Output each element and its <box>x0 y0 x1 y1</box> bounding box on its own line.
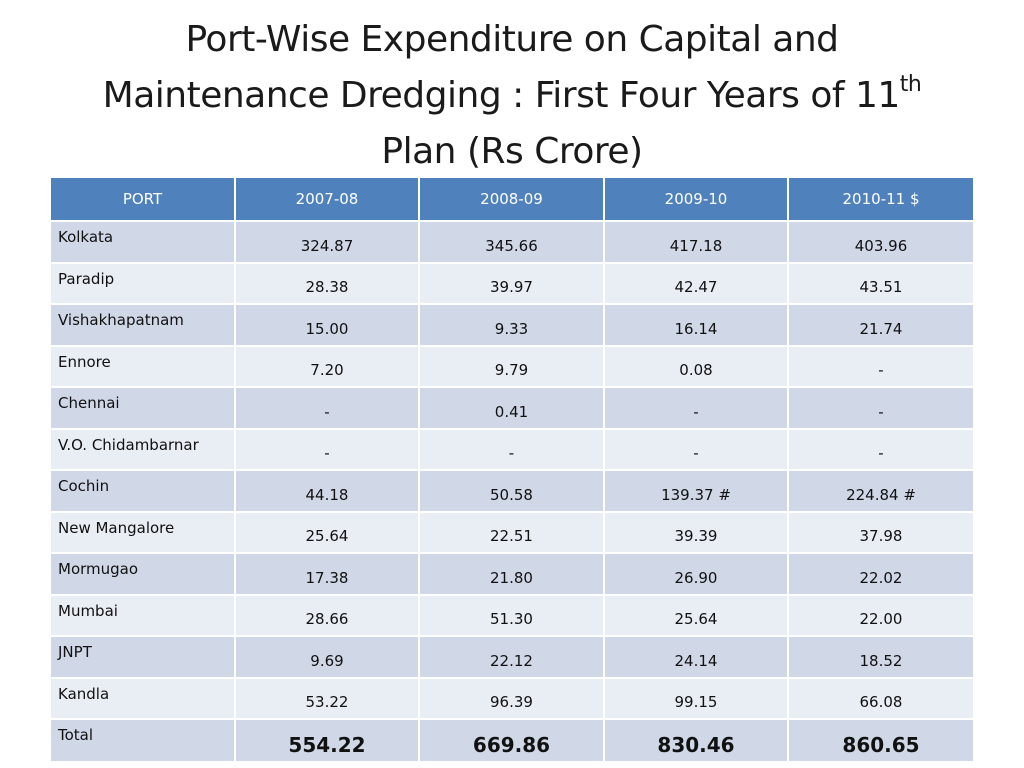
table-header-row: PORT 2007-08 2008-09 2009-10 2010-11 $ <box>51 178 973 221</box>
total-value: 554.22 <box>235 718 420 761</box>
value-cell: 96.39 <box>419 676 605 719</box>
value-cell: 50.58 <box>419 469 605 512</box>
port-name: Mormugao <box>51 552 236 595</box>
header-port: PORT <box>51 178 236 221</box>
header-2008-09: 2008-09 <box>419 178 605 221</box>
table-row: Mormugao 17.38 21.80 26.90 22.02 <box>51 552 973 595</box>
port-name: Mumbai <box>51 593 236 636</box>
value-cell: 0.08 <box>604 344 789 387</box>
value-cell: 7.20 <box>235 344 420 387</box>
value-cell: - <box>419 427 605 470</box>
value-cell: - <box>604 427 789 470</box>
value-cell: 18.52 <box>788 635 973 678</box>
value-cell: 9.79 <box>419 344 605 387</box>
slide-title: Port-Wise Expenditure on Capital and Mai… <box>40 12 984 180</box>
table-row: New Mangalore 25.64 22.51 39.39 37.98 <box>51 510 973 553</box>
value-cell: 21.74 <box>788 303 973 346</box>
total-value: 669.86 <box>419 718 605 761</box>
value-cell: 99.15 <box>604 676 789 719</box>
table-row: Mumbai 28.66 51.30 25.64 22.00 <box>51 593 973 636</box>
port-name: New Mangalore <box>51 510 236 553</box>
value-cell: 51.30 <box>419 593 605 636</box>
expenditure-table: PORT 2007-08 2008-09 2009-10 2010-11 $ K… <box>51 178 973 761</box>
value-cell: 403.96 <box>788 220 973 263</box>
total-value: 830.46 <box>604 718 789 761</box>
value-cell: - <box>788 344 973 387</box>
value-cell: 44.18 <box>235 469 420 512</box>
port-name: Cochin <box>51 469 236 512</box>
value-cell: 324.87 <box>235 220 420 263</box>
port-name: Ennore <box>51 344 236 387</box>
value-cell: 39.97 <box>419 261 605 304</box>
value-cell: 26.90 <box>604 552 789 595</box>
table-row: Chennai - 0.41 - - <box>51 386 973 429</box>
value-cell: 66.08 <box>788 676 973 719</box>
slide-title-line-3: Plan (Rs Crore) <box>381 131 643 172</box>
value-cell: 345.66 <box>419 220 605 263</box>
value-cell: - <box>604 386 789 429</box>
header-2010-11: 2010-11 $ <box>788 178 973 221</box>
table-row: Vishakhapatnam 15.00 9.33 16.14 21.74 <box>51 303 973 346</box>
table-row: Ennore 7.20 9.79 0.08 - <box>51 344 973 387</box>
slide-title-line-2-text: Maintenance Dredging : First Four Years … <box>102 75 901 116</box>
value-cell: - <box>235 386 420 429</box>
table-row: Paradip 28.38 39.97 42.47 43.51 <box>51 261 973 304</box>
value-cell: 53.22 <box>235 676 420 719</box>
value-cell: 43.51 <box>788 261 973 304</box>
port-name: Vishakhapatnam <box>51 303 236 346</box>
value-cell: 0.41 <box>419 386 605 429</box>
value-cell: - <box>235 427 420 470</box>
value-cell: 25.64 <box>604 593 789 636</box>
value-cell: 224.84 # <box>788 469 973 512</box>
value-cell: 25.64 <box>235 510 420 553</box>
value-cell: 24.14 <box>604 635 789 678</box>
value-cell: 28.38 <box>235 261 420 304</box>
table-row: Cochin 44.18 50.58 139.37 # 224.84 # <box>51 469 973 512</box>
value-cell: 37.98 <box>788 510 973 553</box>
value-cell: 22.12 <box>419 635 605 678</box>
slide-title-superscript: th <box>899 72 922 97</box>
total-value: 860.65 <box>788 718 973 761</box>
value-cell: 22.51 <box>419 510 605 553</box>
header-2009-10: 2009-10 <box>604 178 789 221</box>
value-cell: 42.47 <box>604 261 789 304</box>
header-2007-08: 2007-08 <box>235 178 420 221</box>
table-row: Kolkata 324.87 345.66 417.18 403.96 <box>51 220 973 263</box>
port-name: JNPT <box>51 635 236 678</box>
slide-title-line-2: Maintenance Dredging : First Four Years … <box>40 68 984 124</box>
table-row: Kandla 53.22 96.39 99.15 66.08 <box>51 676 973 719</box>
value-cell: 22.00 <box>788 593 973 636</box>
value-cell: 9.33 <box>419 303 605 346</box>
table-row: JNPT 9.69 22.12 24.14 18.52 <box>51 635 973 678</box>
value-cell: 15.00 <box>235 303 420 346</box>
total-row: Total 554.22 669.86 830.46 860.65 <box>51 718 973 761</box>
value-cell: 21.80 <box>419 552 605 595</box>
value-cell: 17.38 <box>235 552 420 595</box>
total-label: Total <box>51 718 236 761</box>
table-row: V.O. Chidambarnar - - - - <box>51 427 973 470</box>
value-cell: - <box>788 386 973 429</box>
slide-title-line-1: Port-Wise Expenditure on Capital and <box>185 19 840 60</box>
value-cell: 28.66 <box>235 593 420 636</box>
port-name: V.O. Chidambarnar <box>51 427 236 470</box>
value-cell: 9.69 <box>235 635 420 678</box>
port-name: Kandla <box>51 676 236 719</box>
port-name: Kolkata <box>51 220 236 263</box>
value-cell: 39.39 <box>604 510 789 553</box>
port-name: Chennai <box>51 386 236 429</box>
value-cell: 16.14 <box>604 303 789 346</box>
value-cell: 22.02 <box>788 552 973 595</box>
value-cell: 417.18 <box>604 220 789 263</box>
value-cell: - <box>788 427 973 470</box>
value-cell: 139.37 # <box>604 469 789 512</box>
port-name: Paradip <box>51 261 236 304</box>
